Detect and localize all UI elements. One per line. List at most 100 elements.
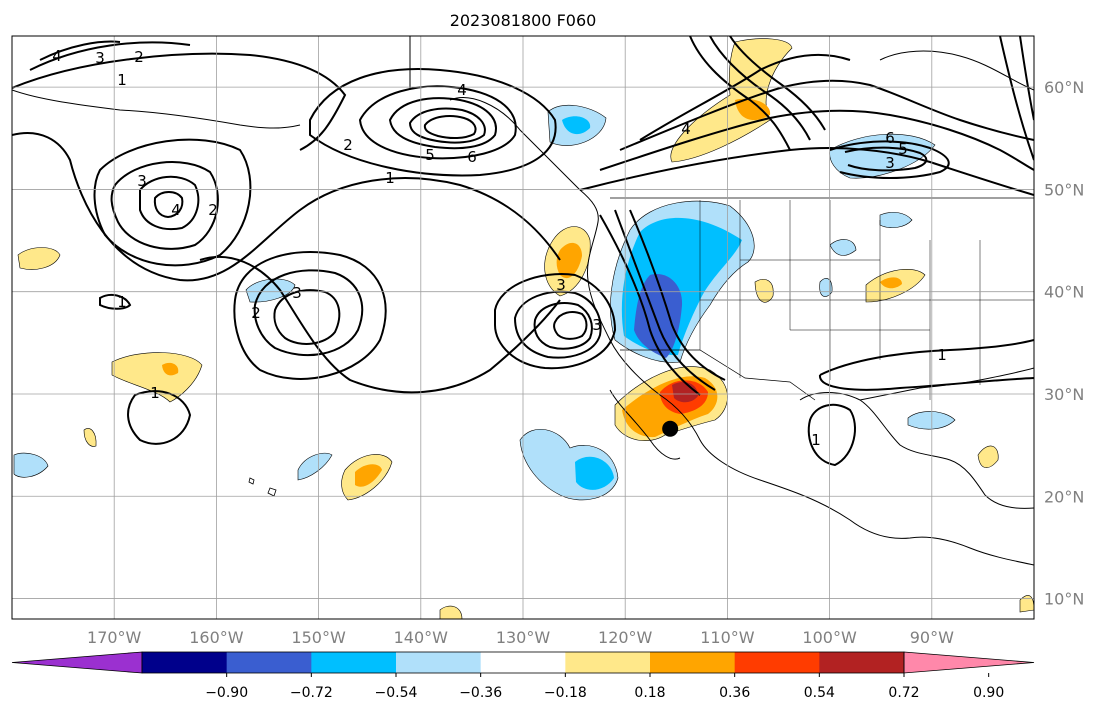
contour-4-westlow: [139, 175, 200, 230]
lon-tick-label: 100°W: [802, 628, 857, 647]
state-borders-h: [700, 259, 1034, 331]
contour-label: 1: [117, 293, 127, 311]
contour-3-westlow: [110, 161, 219, 250]
colorbar-segment: [565, 652, 651, 673]
contour-4-alaska: [388, 97, 497, 150]
lat-tick-label: 30°N: [1044, 385, 1084, 404]
latitude-labels: 10°N 20°N 30°N 40°N 50°N 60°N: [1044, 78, 1084, 608]
colorbar-tick-label: 0.54: [804, 685, 835, 701]
contour-2-canada: [599, 109, 1034, 171]
contour-label: 3: [885, 154, 895, 172]
contour-label: 1: [385, 169, 395, 187]
lat-tick-label: 60°N: [1044, 78, 1084, 97]
contour-5-hudson: [829, 140, 950, 179]
shade-neg-plains: [829, 239, 857, 256]
contour-2-coast-low: [494, 273, 617, 370]
colorbar-extend-low: [11, 651, 143, 674]
contour-ridge-2: [709, 36, 811, 141]
state-borders: [699, 200, 981, 400]
contour-label: 1: [117, 71, 127, 89]
contour-label: 5: [425, 146, 435, 164]
shade-pos-se-corner: [1019, 595, 1034, 613]
shade-pos-california-core: [556, 242, 582, 279]
shade-neg-west-edge: [13, 452, 49, 478]
contour-trough-axis-1: [599, 214, 701, 396]
colorbar-frame: [141, 651, 905, 674]
contour-5-coast-low: [553, 311, 588, 340]
contour-3-alaska: [358, 85, 517, 160]
contour-4-pacific-low: [273, 289, 341, 345]
shade-neg-greatlakes: [879, 211, 913, 229]
colorbar-tick-label: 0.36: [719, 685, 750, 701]
contour-label: 4: [52, 47, 62, 65]
contour-label: 3: [592, 316, 602, 334]
contour-1-north: [12, 52, 347, 151]
contour-1-small: [99, 293, 132, 310]
shade-pos-midpac: [111, 352, 203, 403]
shade-pos-canada-core: [735, 98, 771, 121]
lon-tick-label: 160°W: [189, 628, 244, 647]
contour-2-alaska: [309, 68, 557, 177]
contour-3-canada: [619, 79, 1034, 151]
contour-east-1: [999, 36, 1034, 161]
contour-label: 1: [150, 384, 160, 402]
shade-neg-epac-core: [575, 456, 614, 490]
lon-tick-label: 120°W: [598, 628, 653, 647]
contour-label: 2: [134, 48, 144, 66]
contour-label: 2: [251, 304, 261, 322]
colorbar-segment: [311, 652, 397, 673]
contour-5-alaska: [408, 107, 486, 144]
shade-pos-yucatan: [977, 445, 999, 468]
contour-1-pacific-trough: [199, 255, 561, 394]
gridlines: [12, 36, 1034, 619]
shade-pos-small-1: [83, 428, 97, 447]
colorbar-segment: [650, 652, 736, 673]
contour-1-midpac: [127, 390, 192, 445]
contour-2-pacific-low: [233, 251, 387, 380]
contour-label: 6: [467, 148, 477, 166]
lon-tick-label: 110°W: [700, 628, 755, 647]
colorbar-segment: [142, 652, 228, 673]
contour-5-westlow: [153, 191, 184, 219]
contour-label: 5: [898, 140, 908, 158]
shade-pos-west-edge: [17, 247, 61, 270]
contour-label: 3: [137, 172, 147, 190]
map-content: 4 3 2 1 4 5 6 2 1 3 4 2 3 2 1 3 3 4 6 5 …: [12, 36, 1034, 619]
colorbar-segment: [734, 652, 820, 673]
colorbar-tick-label: 0.18: [634, 685, 665, 701]
contour-label: 2: [208, 201, 218, 219]
colorbar: −0.90 −0.72 −0.54 −0.36 −0.18 0.18 0.36 0.54 0.7…: [11, 651, 1035, 701]
lat-tick-label: 20°N: [1044, 487, 1084, 506]
shade-neg-hawaii: [297, 452, 333, 481]
contour-1-gulf-low: [807, 403, 856, 467]
shade-neg-alaska-core: [562, 116, 591, 135]
contour-ridge-3: [729, 36, 826, 131]
colorbar-tick-label: −0.54: [375, 685, 418, 701]
colorbar-tick-label: −0.18: [544, 685, 587, 701]
contour-label: 1: [937, 346, 947, 364]
lon-tick-label: 170°W: [87, 628, 142, 647]
longitude-labels: 170°W 160°W 150°W 140°W 130°W 120°W 110°W 100°W…: [87, 628, 954, 647]
contour-trough-axis-2: [614, 209, 716, 391]
contour-4-coast-low: [533, 302, 593, 350]
contour-3-pacific-low: [253, 269, 364, 357]
map-frame: [11, 35, 1035, 620]
contour-2-north: [29, 41, 191, 71]
lon-tick-label: 130°W: [496, 628, 551, 647]
contour-ridge-1: [689, 36, 791, 151]
lat-tick-label: 10°N: [1044, 590, 1084, 609]
coastline-aleutians: [12, 89, 301, 129]
contour-6-hudson: [844, 146, 928, 172]
contour-1-canada: [579, 147, 1034, 196]
colorbar-tick-label: −0.36: [459, 685, 502, 701]
colorbar-tick-label: 0.72: [888, 685, 919, 701]
colorbar-tick-label: −0.72: [290, 685, 333, 701]
contour-label: 4: [681, 120, 691, 138]
lon-tick-label: 150°W: [291, 628, 346, 647]
shade-pos-hawaii-ne-core: [355, 464, 382, 487]
coastline-pacific-america: [449, 97, 1034, 566]
colorbar-segment: [226, 652, 312, 673]
contour-6-alaska: [423, 115, 477, 140]
colorbar-tick-label: 0.90: [973, 685, 1004, 701]
